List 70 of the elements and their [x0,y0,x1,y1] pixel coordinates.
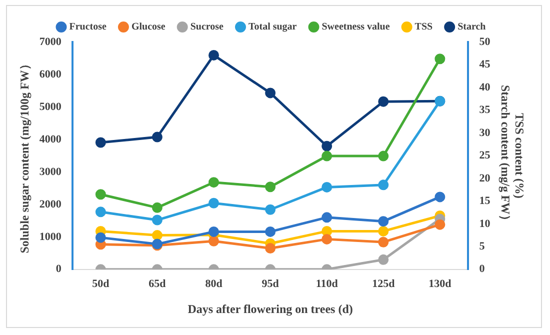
point [378,236,389,248]
legend-label: Glucose [131,22,166,33]
point [378,226,389,236]
y2-axis-title: TSS content (%) Starch content (mg/g FW） [498,84,527,226]
y-tick-label: 6000 [39,68,62,80]
x-tick-label: 95d [262,278,279,290]
point [322,212,332,223]
y-axis-title: Soluble sugar content (mg/100g FW） [17,58,32,254]
point [208,198,220,208]
y2-tick-label: 35 [479,104,491,116]
legend-label: Sucrose [190,22,224,33]
y-tick-label: 0 [56,263,62,276]
point [378,96,389,107]
point [322,234,332,244]
point [208,236,220,246]
y-tick-label: 4000 [39,133,62,146]
y2-tick-label: 10 [479,218,491,230]
point [152,230,162,241]
point [152,214,162,226]
x-tick-label: 65d [148,278,166,290]
point [265,88,276,98]
legend-label: Fructose [69,22,108,33]
y2-tick-label: 0 [479,263,486,276]
y-tick-label: 2000 [39,198,62,210]
point [152,202,162,213]
x-tick-label: 125d [372,278,395,290]
point [378,180,389,190]
legend-label: Total sugar [248,22,298,33]
point [434,54,446,64]
point [378,150,389,162]
y2-tick-label: 25 [479,150,491,162]
point [208,177,220,188]
x-tick-label: 110d [316,278,338,290]
y2-tick-label: 30 [479,126,491,139]
point [95,232,106,243]
point [152,132,162,142]
point [95,137,106,148]
legend-label: TSS [414,22,434,33]
x-axis-title: Days after flowering on trees (d) [188,302,353,316]
point [95,206,106,218]
y2-tick-label: 50 [479,36,491,48]
x-tick-label: 80d [205,278,222,290]
y2-tick-label: 45 [479,58,491,71]
y2-tick-label: 40 [479,81,491,94]
point [265,226,276,237]
y2-tick-label: 20 [479,172,491,184]
y-tick-label: 5000 [39,100,62,113]
point [378,254,389,265]
point [378,216,389,227]
y2-tick-label: 5 [479,240,486,253]
point [434,219,446,230]
y2-tick-label: 15 [479,195,491,208]
x-tick-label: 130d [428,278,452,290]
point [322,226,332,236]
point [95,189,106,200]
y-tick-label: 3000 [39,166,62,178]
point [265,243,276,254]
point [322,182,332,192]
point [322,150,332,162]
point [322,140,332,152]
legend-label: Starch [458,22,486,33]
legend-label: Sweetness value [322,22,390,33]
y-tick-label: 7000 [39,36,62,48]
point [265,182,276,192]
point [208,50,220,60]
point [434,192,446,202]
point [265,204,276,215]
point [208,226,220,237]
y-tick-label: 1000 [39,230,62,243]
x-tick-label: 50d [92,278,110,290]
